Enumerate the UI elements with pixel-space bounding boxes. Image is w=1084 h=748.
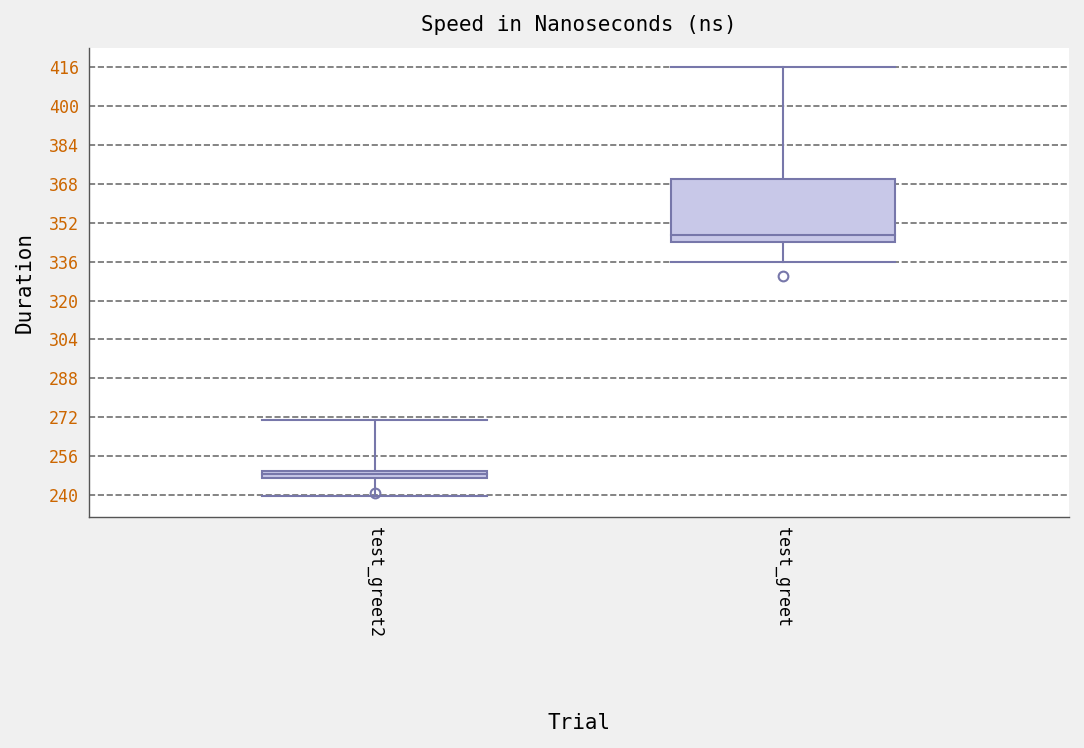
Title: Speed in Nanoseconds (ns): Speed in Nanoseconds (ns)	[421, 15, 737, 35]
X-axis label: Trial: Trial	[547, 713, 610, 733]
Bar	[262, 470, 487, 478]
Y-axis label: Duration: Duration	[15, 232, 35, 333]
Bar	[671, 179, 895, 242]
